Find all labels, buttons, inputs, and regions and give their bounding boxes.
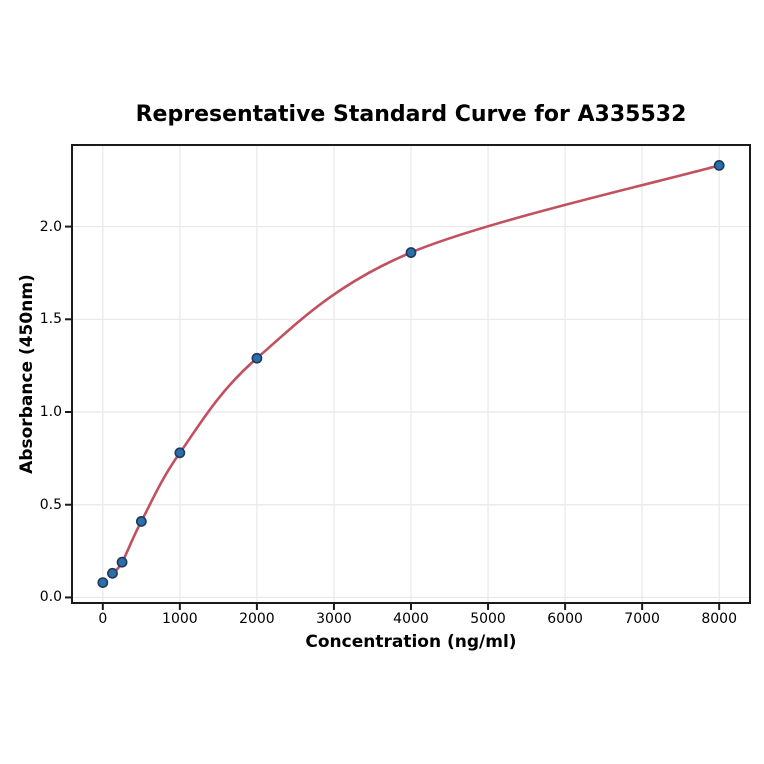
x-tick-label: 6000: [547, 611, 583, 627]
y-tick-label: 0.0: [39, 589, 62, 606]
y-axis-label: Absorbance (450nm): [17, 274, 37, 474]
x-tick-label: 7000: [624, 611, 660, 627]
plot-spines: [71, 144, 751, 604]
data-point: [116, 556, 128, 568]
x-tick-label: 0: [98, 611, 108, 627]
x-tick-label: 3000: [316, 611, 352, 627]
x-tick-label: 1000: [162, 611, 198, 627]
x-tick-label: 2000: [239, 611, 275, 627]
x-tick-label: 5000: [470, 611, 506, 627]
chart-title: Representative Standard Curve for A33553…: [135, 102, 687, 127]
y-tick-label: 1.5: [39, 311, 62, 328]
y-tick-label: 1.0: [39, 404, 62, 420]
data-point: [251, 352, 263, 364]
data-point: [107, 567, 118, 579]
data-point: [135, 516, 147, 527]
fit-curve: [111, 164, 721, 575]
data-point: [405, 247, 417, 258]
x-tick-label: 4000: [393, 611, 429, 627]
x-tick-label: 8000: [701, 611, 737, 627]
y-tick-label: 2.0: [39, 218, 62, 235]
x-axis-label: Concentration (ng/ml): [305, 632, 517, 652]
data-point: [713, 159, 725, 171]
data-point: [97, 577, 109, 589]
data-point: [174, 447, 186, 459]
y-tick-label: 0.5: [39, 496, 62, 513]
